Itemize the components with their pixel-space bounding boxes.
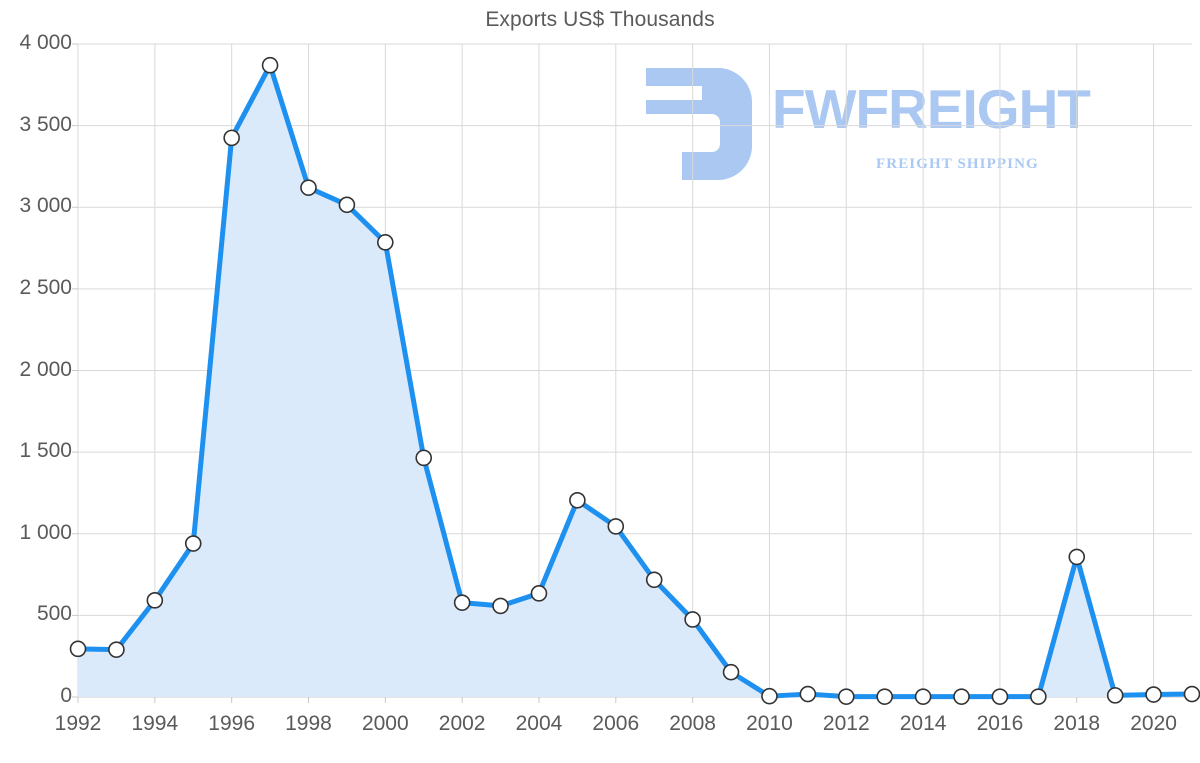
data-point-marker[interactable] (761, 687, 778, 705)
data-point-marker[interactable] (569, 491, 586, 509)
x-axis-label: 1996 (208, 712, 255, 735)
data-point-marker[interactable] (722, 663, 740, 681)
x-axis-label: 1992 (54, 712, 102, 735)
data-point-marker[interactable] (1145, 686, 1162, 703)
data-point-marker[interactable] (645, 571, 663, 589)
data-point-marker[interactable] (184, 535, 202, 552)
data-point-marker[interactable] (1068, 548, 1086, 566)
data-point-marker[interactable] (108, 641, 125, 658)
data-point-marker[interactable] (300, 179, 317, 196)
x-axis-label: 2010 (746, 712, 793, 735)
data-point-marker[interactable] (377, 234, 394, 251)
x-axis-label: 2016 (976, 712, 1024, 735)
y-axis-label: 500 (36, 602, 72, 626)
y-axis-label: 3 000 (19, 194, 72, 218)
y-axis-tick-labels: 0 500 1 000 1 500 2 000 2 500 3 000 3 500 4 000 (0, 0, 72, 763)
x-axis-label: 2000 (361, 712, 409, 735)
data-point-marker[interactable] (991, 688, 1009, 705)
data-point-marker[interactable] (338, 196, 356, 214)
chart-title: Exports US$ Thousands (485, 8, 715, 31)
data-point-marker[interactable] (261, 56, 279, 74)
y-axis-label: 4 000 (19, 31, 72, 54)
x-axis-label: 2002 (438, 712, 486, 735)
y-axis-label: 0 (60, 684, 72, 707)
x-axis-label: 2006 (592, 712, 640, 735)
x-axis-label: 1998 (285, 712, 332, 735)
data-point-marker[interactable] (492, 597, 509, 615)
x-axis-label: 2020 (1130, 712, 1177, 735)
data-point-marker[interactable] (1183, 685, 1200, 703)
x-axis-label: 2018 (1053, 712, 1101, 735)
data-point-marker[interactable] (953, 688, 970, 705)
data-point-marker[interactable] (223, 129, 240, 147)
y-axis-label: 2 000 (19, 357, 72, 381)
data-point-marker[interactable] (146, 592, 164, 609)
data-point-marker[interactable] (684, 611, 701, 628)
x-axis-label: 1994 (131, 712, 179, 735)
y-axis-label: 1 500 (19, 439, 72, 463)
y-axis-label: 2 500 (19, 275, 72, 299)
x-axis-label: 2014 (899, 712, 947, 735)
x-axis-label: 2004 (515, 712, 563, 735)
data-point-marker[interactable] (876, 688, 893, 705)
y-axis-label: 1 000 (19, 520, 72, 544)
data-point-marker[interactable] (837, 688, 855, 705)
x-axis-label: 2008 (669, 712, 716, 735)
x-axis-label: 2012 (822, 712, 870, 735)
data-point-marker[interactable] (607, 518, 625, 535)
data-point-marker[interactable] (415, 449, 433, 467)
y-axis-label: 3 500 (19, 112, 72, 136)
data-point-marker[interactable] (1106, 687, 1124, 704)
data-point-marker[interactable] (799, 685, 817, 703)
series-area-fill (78, 65, 1192, 697)
data-point-marker[interactable] (914, 688, 932, 705)
data-point-marker[interactable] (453, 594, 471, 611)
data-point-marker[interactable] (1030, 688, 1047, 705)
data-point-marker[interactable] (69, 640, 87, 658)
data-point-marker[interactable] (530, 585, 548, 602)
